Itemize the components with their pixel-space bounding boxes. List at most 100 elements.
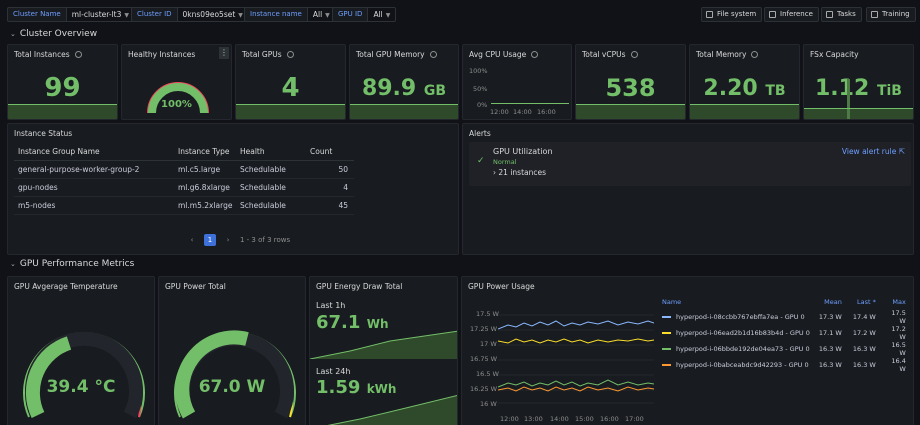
row-gpu-performance[interactable]: ⌄ GPU Performance Metrics <box>10 259 134 269</box>
sparkline <box>8 105 117 119</box>
chevron-down-icon: ▼ <box>325 12 330 19</box>
energy-24h-sparkline <box>327 394 457 425</box>
link-training[interactable]: Training <box>866 7 916 22</box>
variable-select[interactable]: ml-cluster-lt3 ▼ <box>66 7 135 22</box>
variable-cluster-id[interactable]: Cluster ID 0kns09eo5set ▼ <box>131 7 249 22</box>
chevron-right-icon: › <box>493 168 496 177</box>
series-line-blue <box>498 320 654 330</box>
panel-title: Instance Status <box>14 129 73 138</box>
panel-title: Healthy Instances <box>128 50 196 59</box>
panel-title: GPU Avgerage Temperature <box>14 282 118 291</box>
instance-status-table: Instance Group Name Instance Type Health… <box>14 143 354 215</box>
pagination-range: 1 - 3 of 3 rows <box>240 236 291 244</box>
check-icon: ✓ <box>477 156 485 166</box>
cell: 50 <box>306 160 354 179</box>
legend-row[interactable]: hyperpod-i-06ead2b1d16b83b4d - GPU 0 17.… <box>658 325 910 341</box>
info-icon[interactable] <box>751 51 759 58</box>
panel-menu-icon[interactable]: ⋮ <box>219 47 229 59</box>
view-alert-rule-link[interactable]: View alert rule ⇱ <box>841 147 905 156</box>
variable-label: Cluster ID <box>131 7 178 22</box>
next-page-icon[interactable]: › <box>226 236 230 244</box>
legend-swatch <box>662 348 671 350</box>
legend-header[interactable]: Name <box>662 298 682 306</box>
legend-header[interactable]: Max <box>892 298 906 306</box>
panel-title: GPU Power Total <box>165 282 226 291</box>
link-file-system[interactable]: File system <box>701 7 763 22</box>
info-icon[interactable] <box>630 51 638 58</box>
stat-value: 2.20 TB <box>703 76 786 101</box>
legend-header[interactable]: Mean <box>824 298 842 306</box>
row-title: GPU Performance Metrics <box>19 259 135 269</box>
table-header-row: Instance Group Name Instance Type Health… <box>14 143 354 161</box>
cell: ml.m5.2xlarge <box>174 196 236 215</box>
panel-title: GPU Energy Draw Total <box>316 282 403 291</box>
cell: Schedulable <box>236 178 306 197</box>
cell: Schedulable <box>236 196 306 215</box>
row-cluster-overview[interactable]: ⌄ Cluster Overview <box>10 29 97 39</box>
chevron-down-icon: ▼ <box>238 12 243 19</box>
x-tick: 15:00 <box>575 415 594 423</box>
legend-row[interactable]: hyperpod-i-06bbde192de04ea73 - GPU 0 16.… <box>658 341 910 357</box>
x-tick: 13:00 <box>524 415 543 423</box>
x-tick: 16:00 <box>537 108 556 116</box>
column-header[interactable]: Health <box>236 143 306 161</box>
sparkline-spike <box>847 79 850 119</box>
info-icon[interactable] <box>74 51 82 58</box>
series-line-green <box>498 379 654 388</box>
panel-total-memory: Total Memory 2.20 TB <box>689 44 800 120</box>
chevron-down-icon: ▼ <box>385 12 391 19</box>
variable-label: Cluster Name <box>7 7 67 22</box>
info-icon[interactable] <box>286 51 294 58</box>
panel-title: Total GPU Memory <box>356 50 425 59</box>
cell: ml.g6.8xlarge <box>174 178 236 197</box>
y-tick: 16.75 W <box>470 355 498 363</box>
variable-instance-name[interactable]: Instance name All ▼ <box>244 7 336 22</box>
variable-cluster-name[interactable]: Cluster Name ml-cluster-lt3 ▼ <box>7 7 135 22</box>
sparkline <box>576 105 685 119</box>
panel-title: Total vCPUs <box>582 50 626 59</box>
y-tick: 16 W <box>480 400 497 408</box>
variable-label: GPU ID <box>332 7 369 22</box>
page-button[interactable]: 1 <box>204 234 216 246</box>
sparkline-line <box>8 104 117 105</box>
legend-row[interactable]: hyperpod-i-0babceabdc9d42293 - GPU 0 16.… <box>658 357 910 373</box>
cell: 45 <box>306 196 354 215</box>
variable-gpu-id[interactable]: GPU ID All ▼ <box>332 7 397 22</box>
sparkline <box>804 109 913 119</box>
chevron-down-icon: ⌄ <box>10 260 16 268</box>
column-header[interactable]: Instance Type <box>174 143 236 161</box>
sparkline <box>236 105 345 119</box>
cell: 4 <box>306 178 354 197</box>
panel-total-vcpus: Total vCPUs 538 <box>575 44 686 120</box>
link-inference[interactable]: Inference <box>764 7 819 22</box>
cell: gpu-nodes <box>14 178 174 197</box>
legend-header[interactable]: Last * <box>856 298 876 306</box>
panel-avg-cpu-usage: Avg CPU Usage 100% 50% 0% 12:00 14:00 16… <box>462 44 572 120</box>
alert-instances-toggle[interactable]: › 21 instances <box>493 168 546 177</box>
x-tick: 12:00 <box>490 108 509 116</box>
column-header[interactable]: Instance Group Name <box>14 143 174 161</box>
panel-gpu-power-usage: GPU Power Usage 17.5 W 17.25 W 17 W 16.7… <box>461 276 914 425</box>
panel-gpu-temperature: GPU Avgerage Temperature 39.4 °C <box>7 276 155 425</box>
panel-instance-status: Instance Status Instance Group Name Inst… <box>7 123 459 255</box>
variable-select[interactable]: All ▼ <box>368 7 397 22</box>
row-title: Cluster Overview <box>19 29 98 39</box>
dashboard-icon <box>826 11 833 18</box>
temperature-gauge <box>23 331 145 419</box>
series-line-orange <box>498 386 654 392</box>
legend-row[interactable]: hyperpod-i-08ccbb767ebffa7ea - GPU 0 17.… <box>658 309 910 325</box>
info-icon[interactable] <box>429 51 437 58</box>
info-icon[interactable] <box>531 51 539 58</box>
variable-select[interactable]: 0kns09eo5set ▼ <box>177 7 249 22</box>
panel-total-gpus: Total GPUs 4 <box>235 44 346 120</box>
cell: general-purpose-worker-group-2 <box>14 160 174 179</box>
panel-title: GPU Power Usage <box>468 282 535 291</box>
power-usage-legend: Name Mean Last * Max hyperpod-i-08ccbb76… <box>658 295 910 373</box>
sparkline <box>690 105 799 119</box>
table-row: gpu-nodes ml.g6.8xlarge Schedulable 4 <box>14 178 354 197</box>
prev-page-icon[interactable]: ‹ <box>190 236 194 244</box>
panel-title: Total Instances <box>14 50 70 59</box>
link-tasks[interactable]: Tasks <box>821 7 862 22</box>
column-header[interactable]: Count <box>306 143 354 161</box>
y-tick: 0% <box>477 101 488 109</box>
